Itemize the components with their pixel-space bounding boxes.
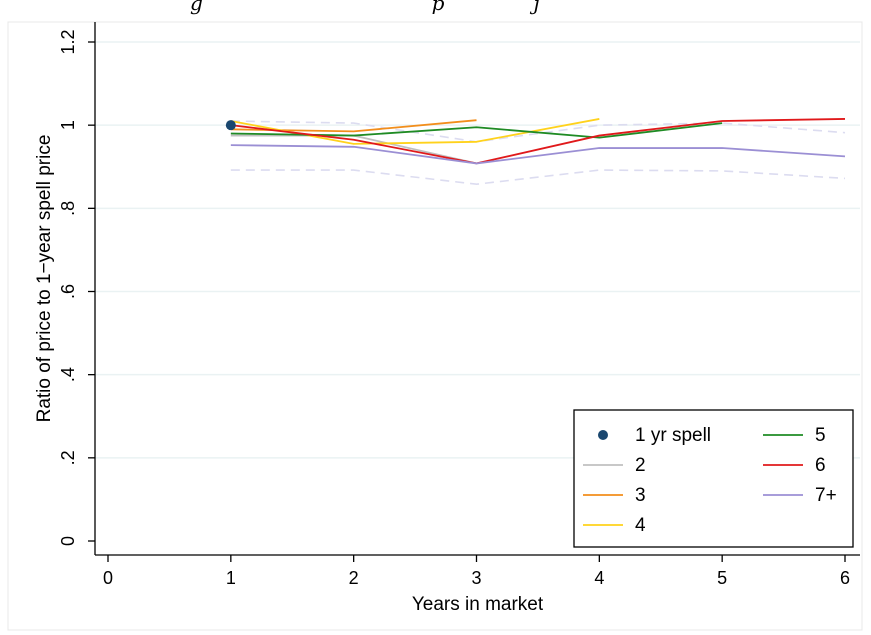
legend-marker-1-yr-spell [598, 430, 608, 440]
x-tick-label: 6 [840, 568, 850, 588]
grid-lines [95, 41, 860, 459]
series-line-7plus [230, 144, 846, 165]
confidence-bands [230, 120, 846, 186]
band-upper-line [230, 120, 846, 143]
axes: 0 .2 .4 .6 .8 1 1.2 0 1 2 3 4 5 6 [58, 22, 860, 588]
x-tick-label: 0 [103, 568, 113, 588]
legend-label-1-yr-spell: 1 yr spell [635, 425, 711, 446]
x-tick-label: 2 [349, 568, 359, 588]
x-tick-label: 3 [471, 568, 481, 588]
legend-box [573, 409, 854, 548]
y-tick-label: .8 [58, 201, 78, 216]
figure-border [7, 21, 863, 631]
legend-label-3: 3 [635, 485, 646, 506]
x-tick-label: 1 [226, 568, 236, 588]
y-tick-label: .6 [58, 284, 78, 299]
y-tick-label: .4 [58, 367, 78, 382]
y-tick-label: .2 [58, 450, 78, 465]
legend-label-5: 5 [815, 425, 826, 446]
legend: 1 yr spell 2 3 4 5 6 7+ [573, 409, 854, 548]
band-lower-line [230, 169, 846, 186]
y-tick-label: 0 [58, 536, 78, 546]
y-axis-title: Ratio of price to 1−year spell price [34, 135, 55, 423]
legend-label-2: 2 [635, 455, 646, 476]
series-line-6 [230, 118, 846, 165]
legend-label-7plus: 7+ [815, 485, 837, 506]
legend-label-6: 6 [815, 455, 826, 476]
y-tick-label: 1 [58, 120, 78, 130]
x-axis-title: Years in market [412, 594, 544, 615]
series-lines [225, 118, 846, 165]
x-tick-label: 4 [594, 568, 604, 588]
legend-label-4: 4 [635, 515, 646, 536]
point-1yr-spell [225, 120, 236, 131]
top-caption-fragment: g p j [190, 0, 540, 15]
x-tick-label: 5 [717, 568, 727, 588]
y-tick-label: 1.2 [58, 29, 78, 54]
